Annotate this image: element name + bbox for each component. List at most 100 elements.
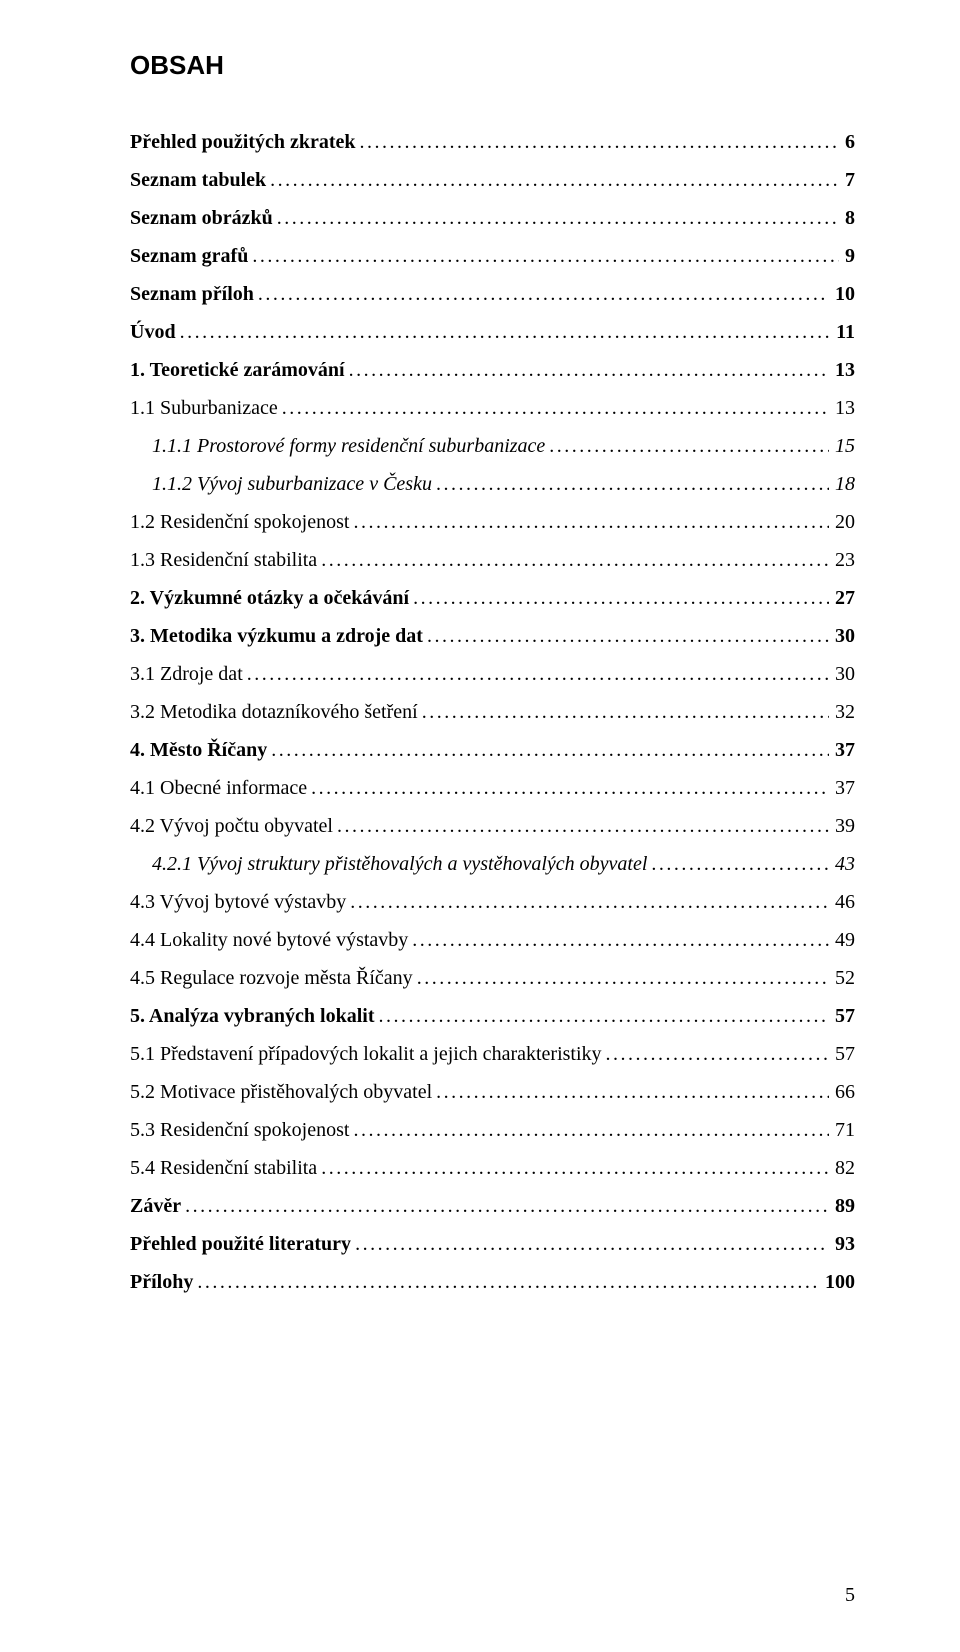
toc-entry-label: Seznam příloh xyxy=(130,275,258,313)
toc-leader: ........................................… xyxy=(417,959,829,997)
toc-entry-label: 4. Město Říčany xyxy=(130,731,271,769)
toc-entry-page: 37 xyxy=(829,769,855,807)
page-title: OBSAH xyxy=(130,50,855,81)
toc-entry-page: 32 xyxy=(829,693,855,731)
toc-entry-label: Úvod xyxy=(130,313,180,351)
toc-entry-page: 82 xyxy=(829,1149,855,1187)
toc-leader: ........................................… xyxy=(271,731,829,769)
toc-entry-page: 100 xyxy=(819,1263,855,1301)
toc-entry-page: 49 xyxy=(829,921,855,959)
toc-leader: ........................................… xyxy=(436,1073,829,1111)
toc-entry-label: 5.1 Představení případových lokalit a je… xyxy=(130,1035,606,1073)
toc-leader: ........................................… xyxy=(258,275,829,313)
toc-entry-page: 13 xyxy=(829,351,855,389)
toc-leader: ........................................… xyxy=(355,1225,829,1263)
toc-entry-label: Seznam obrázků xyxy=(130,199,277,237)
toc-entry: 3.1 Zdroje dat .........................… xyxy=(130,655,855,693)
toc-entry-page: 52 xyxy=(829,959,855,997)
toc-entry-page: 57 xyxy=(829,1035,855,1073)
toc-entry: Seznam grafů ...........................… xyxy=(130,237,855,275)
toc-leader: ........................................… xyxy=(422,693,829,731)
toc-entry-label: 1.1 Suburbanizace xyxy=(130,389,282,427)
toc-entry: 1.2 Residenční spokojenost .............… xyxy=(130,503,855,541)
toc-leader: ........................................… xyxy=(353,503,829,541)
toc-leader: ........................................… xyxy=(378,997,829,1035)
toc-entry-label: 4.2 Vývoj počtu obyvatel xyxy=(130,807,337,845)
toc-leader: ........................................… xyxy=(270,161,839,199)
toc-entry-page: 27 xyxy=(829,579,855,617)
toc-entry: 3.2 Metodika dotazníkového šetření .....… xyxy=(130,693,855,731)
toc-entry: 4.4 Lokality nové bytové výstavby ......… xyxy=(130,921,855,959)
toc-entry: Přehled použité literatury .............… xyxy=(130,1225,855,1263)
toc-entry: 4.3 Vývoj bytové výstavby ..............… xyxy=(130,883,855,921)
toc-entry-page: 10 xyxy=(829,275,855,313)
toc-entry-label: 4.5 Regulace rozvoje města Říčany xyxy=(130,959,417,997)
toc-entry-label: 2. Výzkumné otázky a očekávání xyxy=(130,579,413,617)
toc-entry: 4.2 Vývoj počtu obyvatel ...............… xyxy=(130,807,855,845)
toc-entry: 1. Teoretické zarámování ...............… xyxy=(130,351,855,389)
toc-leader: ........................................… xyxy=(282,389,829,427)
toc-entry: 5.1 Představení případových lokalit a je… xyxy=(130,1035,855,1073)
toc-entry-page: 8 xyxy=(839,199,855,237)
toc-entry: Přílohy ................................… xyxy=(130,1263,855,1301)
toc-entry-label: 5. Analýza vybraných lokalit xyxy=(130,997,378,1035)
toc-entry: 5.2 Motivace přistěhovalých obyvatel ...… xyxy=(130,1073,855,1111)
toc-entry-label: Přehled použitých zkratek xyxy=(130,123,360,161)
toc-leader: ........................................… xyxy=(353,1111,829,1149)
toc-leader: ........................................… xyxy=(606,1035,829,1073)
toc-entry-page: 30 xyxy=(829,617,855,655)
toc-entry-page: 57 xyxy=(829,997,855,1035)
toc-entry-label: Závěr xyxy=(130,1187,185,1225)
toc-leader: ........................................… xyxy=(311,769,829,807)
toc-entry-page: 20 xyxy=(829,503,855,541)
toc-entry: Úvod ...................................… xyxy=(130,313,855,351)
table-of-contents: Přehled použitých zkratek ..............… xyxy=(130,123,855,1301)
toc-entry-label: 4.1 Obecné informace xyxy=(130,769,311,807)
toc-leader: ........................................… xyxy=(252,237,839,275)
toc-leader: ........................................… xyxy=(321,541,829,579)
toc-entry-page: 93 xyxy=(829,1225,855,1263)
toc-entry: Přehled použitých zkratek ..............… xyxy=(130,123,855,161)
toc-entry: 1.1.2 Vývoj suburbanizace v Česku ......… xyxy=(130,465,855,503)
toc-entry-page: 37 xyxy=(829,731,855,769)
toc-entry: 5. Analýza vybraných lokalit ...........… xyxy=(130,997,855,1035)
toc-entry: 5.3 Residenční spokojenost .............… xyxy=(130,1111,855,1149)
toc-entry-label: Přehled použité literatury xyxy=(130,1225,355,1263)
toc-entry: 1.1 Suburbanizace ......................… xyxy=(130,389,855,427)
toc-entry: 4.1 Obecné informace ...................… xyxy=(130,769,855,807)
toc-entry-page: 30 xyxy=(829,655,855,693)
toc-entry-label: Seznam grafů xyxy=(130,237,252,275)
toc-entry-label: 1.1.1 Prostorové formy residenční suburb… xyxy=(152,427,549,465)
toc-entry-label: 4.4 Lokality nové bytové výstavby xyxy=(130,921,412,959)
toc-entry-page: 11 xyxy=(830,313,855,351)
toc-entry-page: 15 xyxy=(829,427,855,465)
toc-entry: Seznam tabulek .........................… xyxy=(130,161,855,199)
toc-leader: ........................................… xyxy=(427,617,829,655)
toc-entry-label: 1.3 Residenční stabilita xyxy=(130,541,321,579)
toc-entry-page: 66 xyxy=(829,1073,855,1111)
toc-entry-label: Seznam tabulek xyxy=(130,161,270,199)
toc-entry: Seznam příloh ..........................… xyxy=(130,275,855,313)
toc-leader: ........................................… xyxy=(180,313,831,351)
toc-entry: 4. Město Říčany ........................… xyxy=(130,731,855,769)
toc-entry-label: 3.2 Metodika dotazníkového šetření xyxy=(130,693,422,731)
toc-entry-label: 3. Metodika výzkumu a zdroje dat xyxy=(130,617,427,655)
toc-leader: ........................................… xyxy=(349,351,829,389)
toc-leader: ........................................… xyxy=(413,579,829,617)
toc-entry: 4.5 Regulace rozvoje města Říčany ......… xyxy=(130,959,855,997)
toc-entry: 1.1.1 Prostorové formy residenční suburb… xyxy=(130,427,855,465)
toc-entry-page: 39 xyxy=(829,807,855,845)
toc-leader: ........................................… xyxy=(197,1263,819,1301)
toc-entry: Závěr ..................................… xyxy=(130,1187,855,1225)
toc-entry-page: 46 xyxy=(829,883,855,921)
toc-entry-label: 5.2 Motivace přistěhovalých obyvatel xyxy=(130,1073,436,1111)
toc-leader: ........................................… xyxy=(436,465,829,503)
toc-entry-page: 23 xyxy=(829,541,855,579)
toc-entry-page: 6 xyxy=(839,123,855,161)
toc-entry-page: 71 xyxy=(829,1111,855,1149)
toc-entry-page: 89 xyxy=(829,1187,855,1225)
toc-entry-label: 1.2 Residenční spokojenost xyxy=(130,503,353,541)
toc-leader: ........................................… xyxy=(549,427,829,465)
toc-leader: ........................................… xyxy=(321,1149,829,1187)
toc-entry-label: Přílohy xyxy=(130,1263,197,1301)
